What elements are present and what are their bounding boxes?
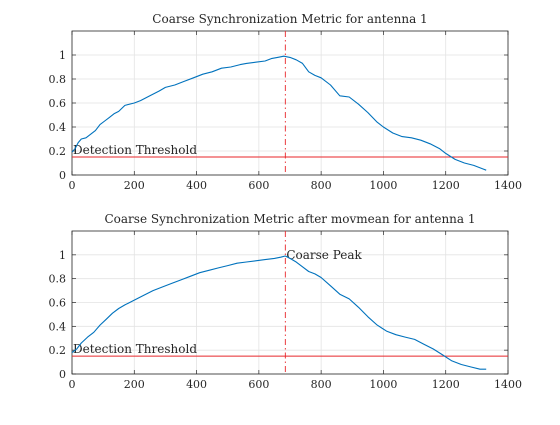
y-tick-label: 0.2 xyxy=(49,145,67,158)
y-tick-label: 0 xyxy=(59,368,66,381)
x-tick-label: 1400 xyxy=(494,378,522,391)
peak-marker-label: Coarse Peak xyxy=(286,248,362,262)
y-tick-label: 0 xyxy=(59,169,66,182)
y-tick-label: 0.4 xyxy=(49,320,67,333)
threshold-label: Detection Threshold xyxy=(73,342,197,356)
y-tick-label: 0.4 xyxy=(49,121,67,134)
x-tick-label: 200 xyxy=(124,179,145,192)
x-tick-label: 600 xyxy=(248,179,269,192)
x-tick-label: 0 xyxy=(69,179,76,192)
threshold-label: Detection Threshold xyxy=(73,143,197,157)
chart-title: Coarse Synchronization Metric for antenn… xyxy=(152,12,427,26)
x-tick-label: 1200 xyxy=(432,378,460,391)
x-tick-label: 1200 xyxy=(432,179,460,192)
y-tick-label: 0.6 xyxy=(49,97,67,110)
y-tick-label: 0.8 xyxy=(49,73,67,86)
x-tick-label: 800 xyxy=(311,179,332,192)
chart-panel-bottom: Coarse Synchronization Metric after movm… xyxy=(49,212,523,391)
series-line xyxy=(71,55,487,171)
x-tick-label: 400 xyxy=(186,179,207,192)
x-tick-label: 0 xyxy=(69,378,76,391)
chart-panel-top: Coarse Synchronization Metric for antenn… xyxy=(49,12,523,192)
x-tick-label: 800 xyxy=(311,378,332,391)
x-tick-label: 1400 xyxy=(494,179,522,192)
y-tick-label: 1 xyxy=(59,49,66,62)
x-tick-label: 1000 xyxy=(369,179,397,192)
x-tick-label: 200 xyxy=(124,378,145,391)
chart-title: Coarse Synchronization Metric after movm… xyxy=(104,212,475,226)
x-tick-label: 400 xyxy=(186,378,207,391)
y-tick-label: 1 xyxy=(59,249,66,262)
y-tick-label: 0.2 xyxy=(49,344,67,357)
series-line xyxy=(71,255,487,370)
x-tick-label: 600 xyxy=(248,378,269,391)
y-tick-label: 0.8 xyxy=(49,273,67,286)
x-tick-label: 1000 xyxy=(369,378,397,391)
y-tick-label: 0.6 xyxy=(49,297,67,310)
